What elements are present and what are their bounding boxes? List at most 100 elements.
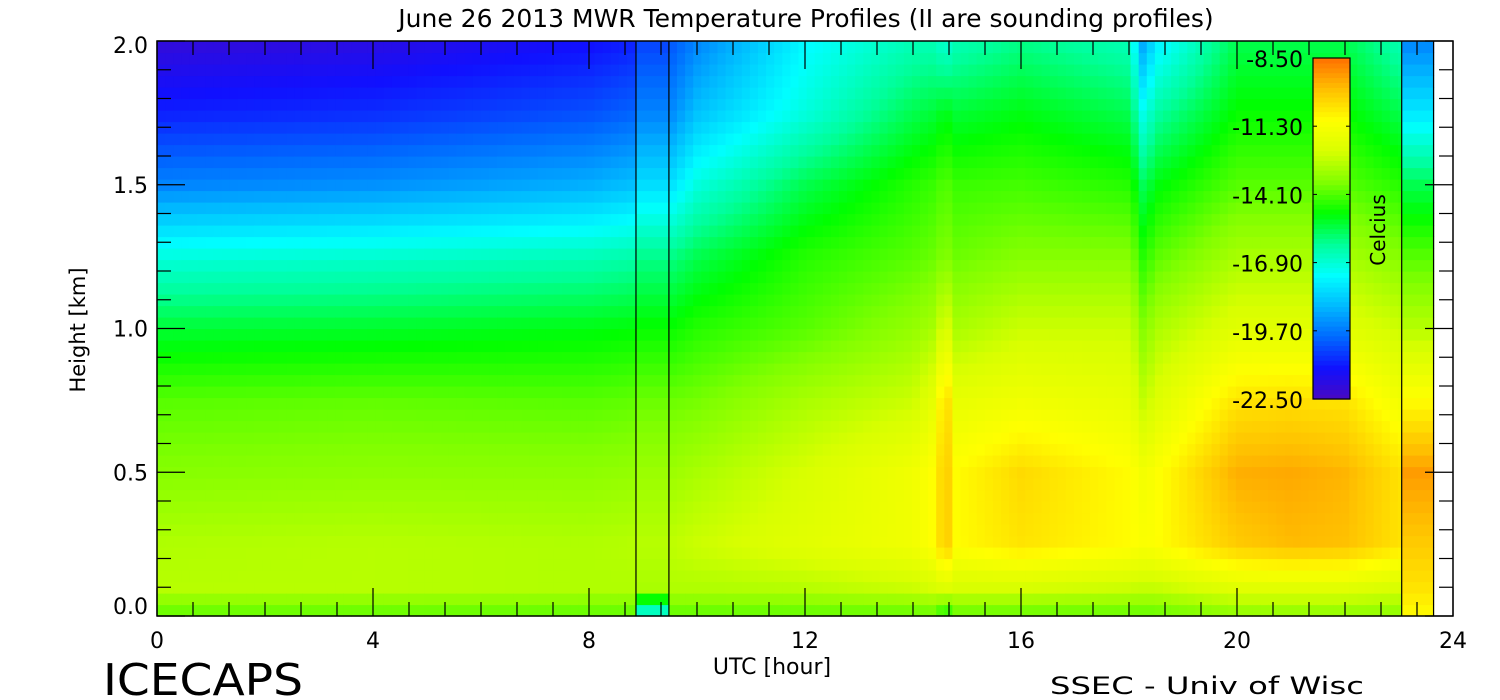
heatmap-cell <box>286 225 296 238</box>
heatmap-cell <box>790 524 800 537</box>
heatmap-cell <box>733 478 743 491</box>
heatmap-cell <box>432 133 442 146</box>
heatmap-cell <box>335 167 344 180</box>
heatmap-cell <box>668 156 678 169</box>
heatmap-cell <box>847 478 856 491</box>
heatmap-cell <box>733 570 743 583</box>
heatmap-cell <box>270 501 280 514</box>
heatmap-cell <box>505 420 514 433</box>
heatmap-cell <box>246 213 255 226</box>
heatmap-cell <box>806 98 816 111</box>
heatmap-cell <box>618 121 628 134</box>
heatmap-cell <box>157 98 166 111</box>
heatmap-cell <box>749 420 759 433</box>
heatmap-cell <box>262 512 271 525</box>
heatmap-cell <box>774 98 783 111</box>
heatmap-cell <box>302 478 312 491</box>
heatmap-cell <box>774 535 783 548</box>
heatmap-cell <box>887 558 897 571</box>
heatmap-cell <box>489 581 498 594</box>
heatmap-cell <box>391 328 401 341</box>
heatmap-cell <box>513 190 523 203</box>
heatmap-cell <box>903 466 913 479</box>
heatmap-cell <box>782 294 791 307</box>
heatmap-cell <box>920 604 929 617</box>
heatmap-cell <box>863 374 872 387</box>
heatmap-cell <box>798 156 808 169</box>
heatmap-cell <box>839 133 848 146</box>
heatmap-cell <box>383 443 393 456</box>
heatmap-cell <box>521 443 531 456</box>
heatmap-cell <box>254 179 263 192</box>
heatmap-cell <box>432 248 442 261</box>
heatmap-cell <box>782 87 791 100</box>
heatmap-cell <box>529 558 539 571</box>
heatmap-cell <box>221 524 231 537</box>
heatmap-cell <box>513 593 523 606</box>
heatmap-cell <box>626 271 636 284</box>
heatmap-cell <box>895 570 905 583</box>
heatmap-cell <box>440 547 450 560</box>
heatmap-cell <box>871 432 881 445</box>
heatmap-cell <box>513 64 523 77</box>
heatmap-cell <box>847 110 856 123</box>
heatmap-cell <box>416 409 425 422</box>
heatmap-cell <box>286 75 296 88</box>
heatmap-cell <box>928 478 937 491</box>
heatmap-cell <box>610 294 620 307</box>
heatmap-cell <box>928 340 937 353</box>
heatmap-cell <box>701 432 710 445</box>
heatmap-cell <box>553 179 563 192</box>
heatmap-cell <box>310 110 320 123</box>
heatmap-cell <box>562 236 571 249</box>
heatmap-cell <box>855 466 864 479</box>
heatmap-cell <box>944 409 953 422</box>
heatmap-cell <box>928 558 937 571</box>
heatmap-cell <box>400 213 409 226</box>
heatmap-cell <box>367 489 377 502</box>
heatmap-cell <box>400 75 409 88</box>
heatmap-cell <box>408 282 417 295</box>
heatmap-cell <box>327 328 336 341</box>
heatmap-cell <box>936 236 945 249</box>
heatmap-cell <box>830 110 840 123</box>
heatmap-cell <box>173 75 182 88</box>
heatmap-cell <box>553 75 563 88</box>
heatmap-cell <box>391 604 401 617</box>
heatmap-cell <box>464 455 474 468</box>
heatmap-cell <box>960 489 970 502</box>
heatmap-cell <box>626 190 636 203</box>
heatmap-cell <box>602 604 612 617</box>
heatmap-cell <box>725 489 735 502</box>
heatmap-cell <box>570 351 579 364</box>
heatmap-cell <box>895 52 905 65</box>
heatmap-cell <box>294 167 304 180</box>
heatmap-cell <box>197 41 207 54</box>
heatmap-cell <box>741 512 751 525</box>
heatmap-cell <box>790 305 800 318</box>
heatmap-cell <box>944 225 953 238</box>
heatmap-cell <box>928 443 937 456</box>
heatmap-cell <box>839 397 848 410</box>
heatmap-cell <box>749 570 759 583</box>
heatmap-cell <box>521 317 531 330</box>
heatmap-cell <box>221 535 231 548</box>
heatmap-cell <box>537 259 547 272</box>
heatmap-cell <box>879 466 889 479</box>
heatmap-cell <box>391 466 401 479</box>
heatmap-cell <box>822 41 832 54</box>
heatmap-cell <box>741 443 751 456</box>
heatmap-cell <box>758 432 767 445</box>
heatmap-cell <box>408 271 417 284</box>
heatmap-cell <box>408 432 417 445</box>
heatmap-cell <box>343 374 352 387</box>
heatmap-cell <box>319 317 328 330</box>
heatmap-cell <box>416 351 425 364</box>
heatmap-cell <box>741 455 751 468</box>
heatmap-cell <box>481 547 490 560</box>
heatmap-cell <box>847 524 856 537</box>
heatmap-cell <box>359 41 369 54</box>
heatmap-cell <box>602 593 612 606</box>
heatmap-cell <box>197 328 207 341</box>
heatmap-cell <box>733 328 743 341</box>
